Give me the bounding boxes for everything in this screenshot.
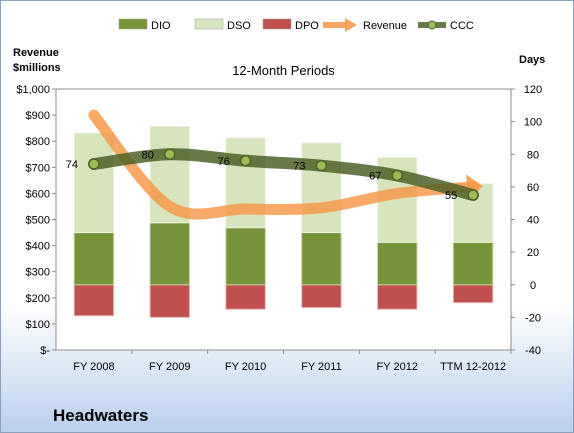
ccc-point bbox=[88, 158, 100, 170]
left-axis-tick-label: $- bbox=[40, 345, 50, 357]
legend-label-dso: DSO bbox=[227, 20, 251, 32]
ccc-point bbox=[164, 148, 176, 160]
bar-dio bbox=[452, 241, 494, 286]
bar-dio bbox=[377, 241, 418, 286]
left-axis-tick-label: $400 bbox=[26, 241, 50, 253]
left-axis-title-line2: $millions bbox=[13, 62, 61, 74]
right-axis-tick-label: 60 bbox=[527, 182, 539, 194]
bar-dio bbox=[149, 222, 190, 286]
right-axis-tick-label: -20 bbox=[525, 312, 541, 324]
legend-label-revenue: Revenue bbox=[363, 20, 407, 32]
bar-dio bbox=[73, 232, 115, 286]
x-axis-tick-label: FY 2008 bbox=[73, 361, 114, 373]
bar-dso bbox=[301, 142, 342, 234]
right-axis-tick-label: 40 bbox=[527, 215, 539, 227]
right-axis-title: Days bbox=[519, 54, 545, 66]
left-axis-title-line1: Revenue bbox=[13, 47, 59, 59]
ccc-data-label: 67 bbox=[369, 170, 381, 182]
ccc-data-label: 55 bbox=[445, 190, 457, 202]
x-axis-tick-label: TTM 12-2012 bbox=[440, 361, 506, 373]
ccc-point bbox=[391, 169, 403, 182]
ccc-data-label: 76 bbox=[217, 156, 229, 168]
legend-swatch-dpo bbox=[262, 18, 292, 30]
legend-label-dpo: DPO bbox=[295, 20, 319, 32]
ccc-line bbox=[87, 148, 480, 202]
left-axis-tick-label: $800 bbox=[26, 136, 50, 148]
ccc-data-label: 73 bbox=[293, 161, 305, 173]
right-axis-tick-label: 120 bbox=[524, 84, 542, 96]
left-axis-tick-label: $1,000 bbox=[16, 84, 50, 96]
left-axis-tick-label: $100 bbox=[26, 319, 50, 331]
left-axis-tick-label: $200 bbox=[26, 293, 50, 305]
x-axis-tick-label: FY 2012 bbox=[377, 361, 418, 373]
chart-title: 12-Month Periods bbox=[232, 63, 335, 78]
bar-dpo bbox=[225, 284, 266, 310]
bar-dio bbox=[225, 227, 266, 286]
right-axis-tick-label: -40 bbox=[525, 345, 541, 357]
right-axis-tick-label: 100 bbox=[524, 117, 542, 129]
bar-dpo bbox=[73, 284, 115, 317]
right-axis-tick-label: 20 bbox=[527, 247, 539, 259]
ccc-data-label: 74 bbox=[66, 159, 78, 171]
x-axis-tick-label: FY 2010 bbox=[225, 361, 266, 373]
company-title: Headwaters bbox=[53, 406, 149, 425]
legend-swatch-ccc-marker bbox=[427, 20, 437, 30]
right-axis-tick-label: 0 bbox=[530, 280, 536, 292]
left-axis-tick-label: $900 bbox=[26, 110, 50, 122]
bar-dpo bbox=[377, 284, 418, 310]
ccc-data-label: 80 bbox=[142, 149, 154, 161]
left-axis-tick-label: $300 bbox=[26, 267, 50, 279]
ccc-point bbox=[239, 155, 252, 167]
bar-dio bbox=[301, 232, 342, 286]
bar-dpo bbox=[149, 284, 190, 318]
ccc-point bbox=[315, 159, 328, 172]
legend-swatch-revenue-arrow bbox=[345, 18, 357, 32]
bar-dpo bbox=[301, 284, 342, 309]
legend-swatch-dio bbox=[118, 18, 148, 30]
legend-label-dio: DIO bbox=[151, 20, 171, 32]
left-axis-tick-label: $600 bbox=[26, 188, 50, 200]
bar-dpo bbox=[452, 284, 494, 304]
ccc-point bbox=[467, 189, 479, 201]
legend-label-ccc: CCC bbox=[450, 20, 474, 32]
left-axis-tick-label: $700 bbox=[26, 162, 50, 174]
x-axis-tick-label: FY 2011 bbox=[301, 361, 342, 373]
right-axis-tick-label: 80 bbox=[527, 149, 539, 161]
legend-swatch-dso bbox=[194, 18, 224, 30]
x-axis-tick-label: FY 2009 bbox=[149, 361, 190, 373]
bar-dso bbox=[73, 132, 115, 234]
left-axis-tick-label: $500 bbox=[26, 215, 50, 227]
plot-area bbox=[55, 88, 512, 351]
revenue-line bbox=[88, 109, 479, 220]
